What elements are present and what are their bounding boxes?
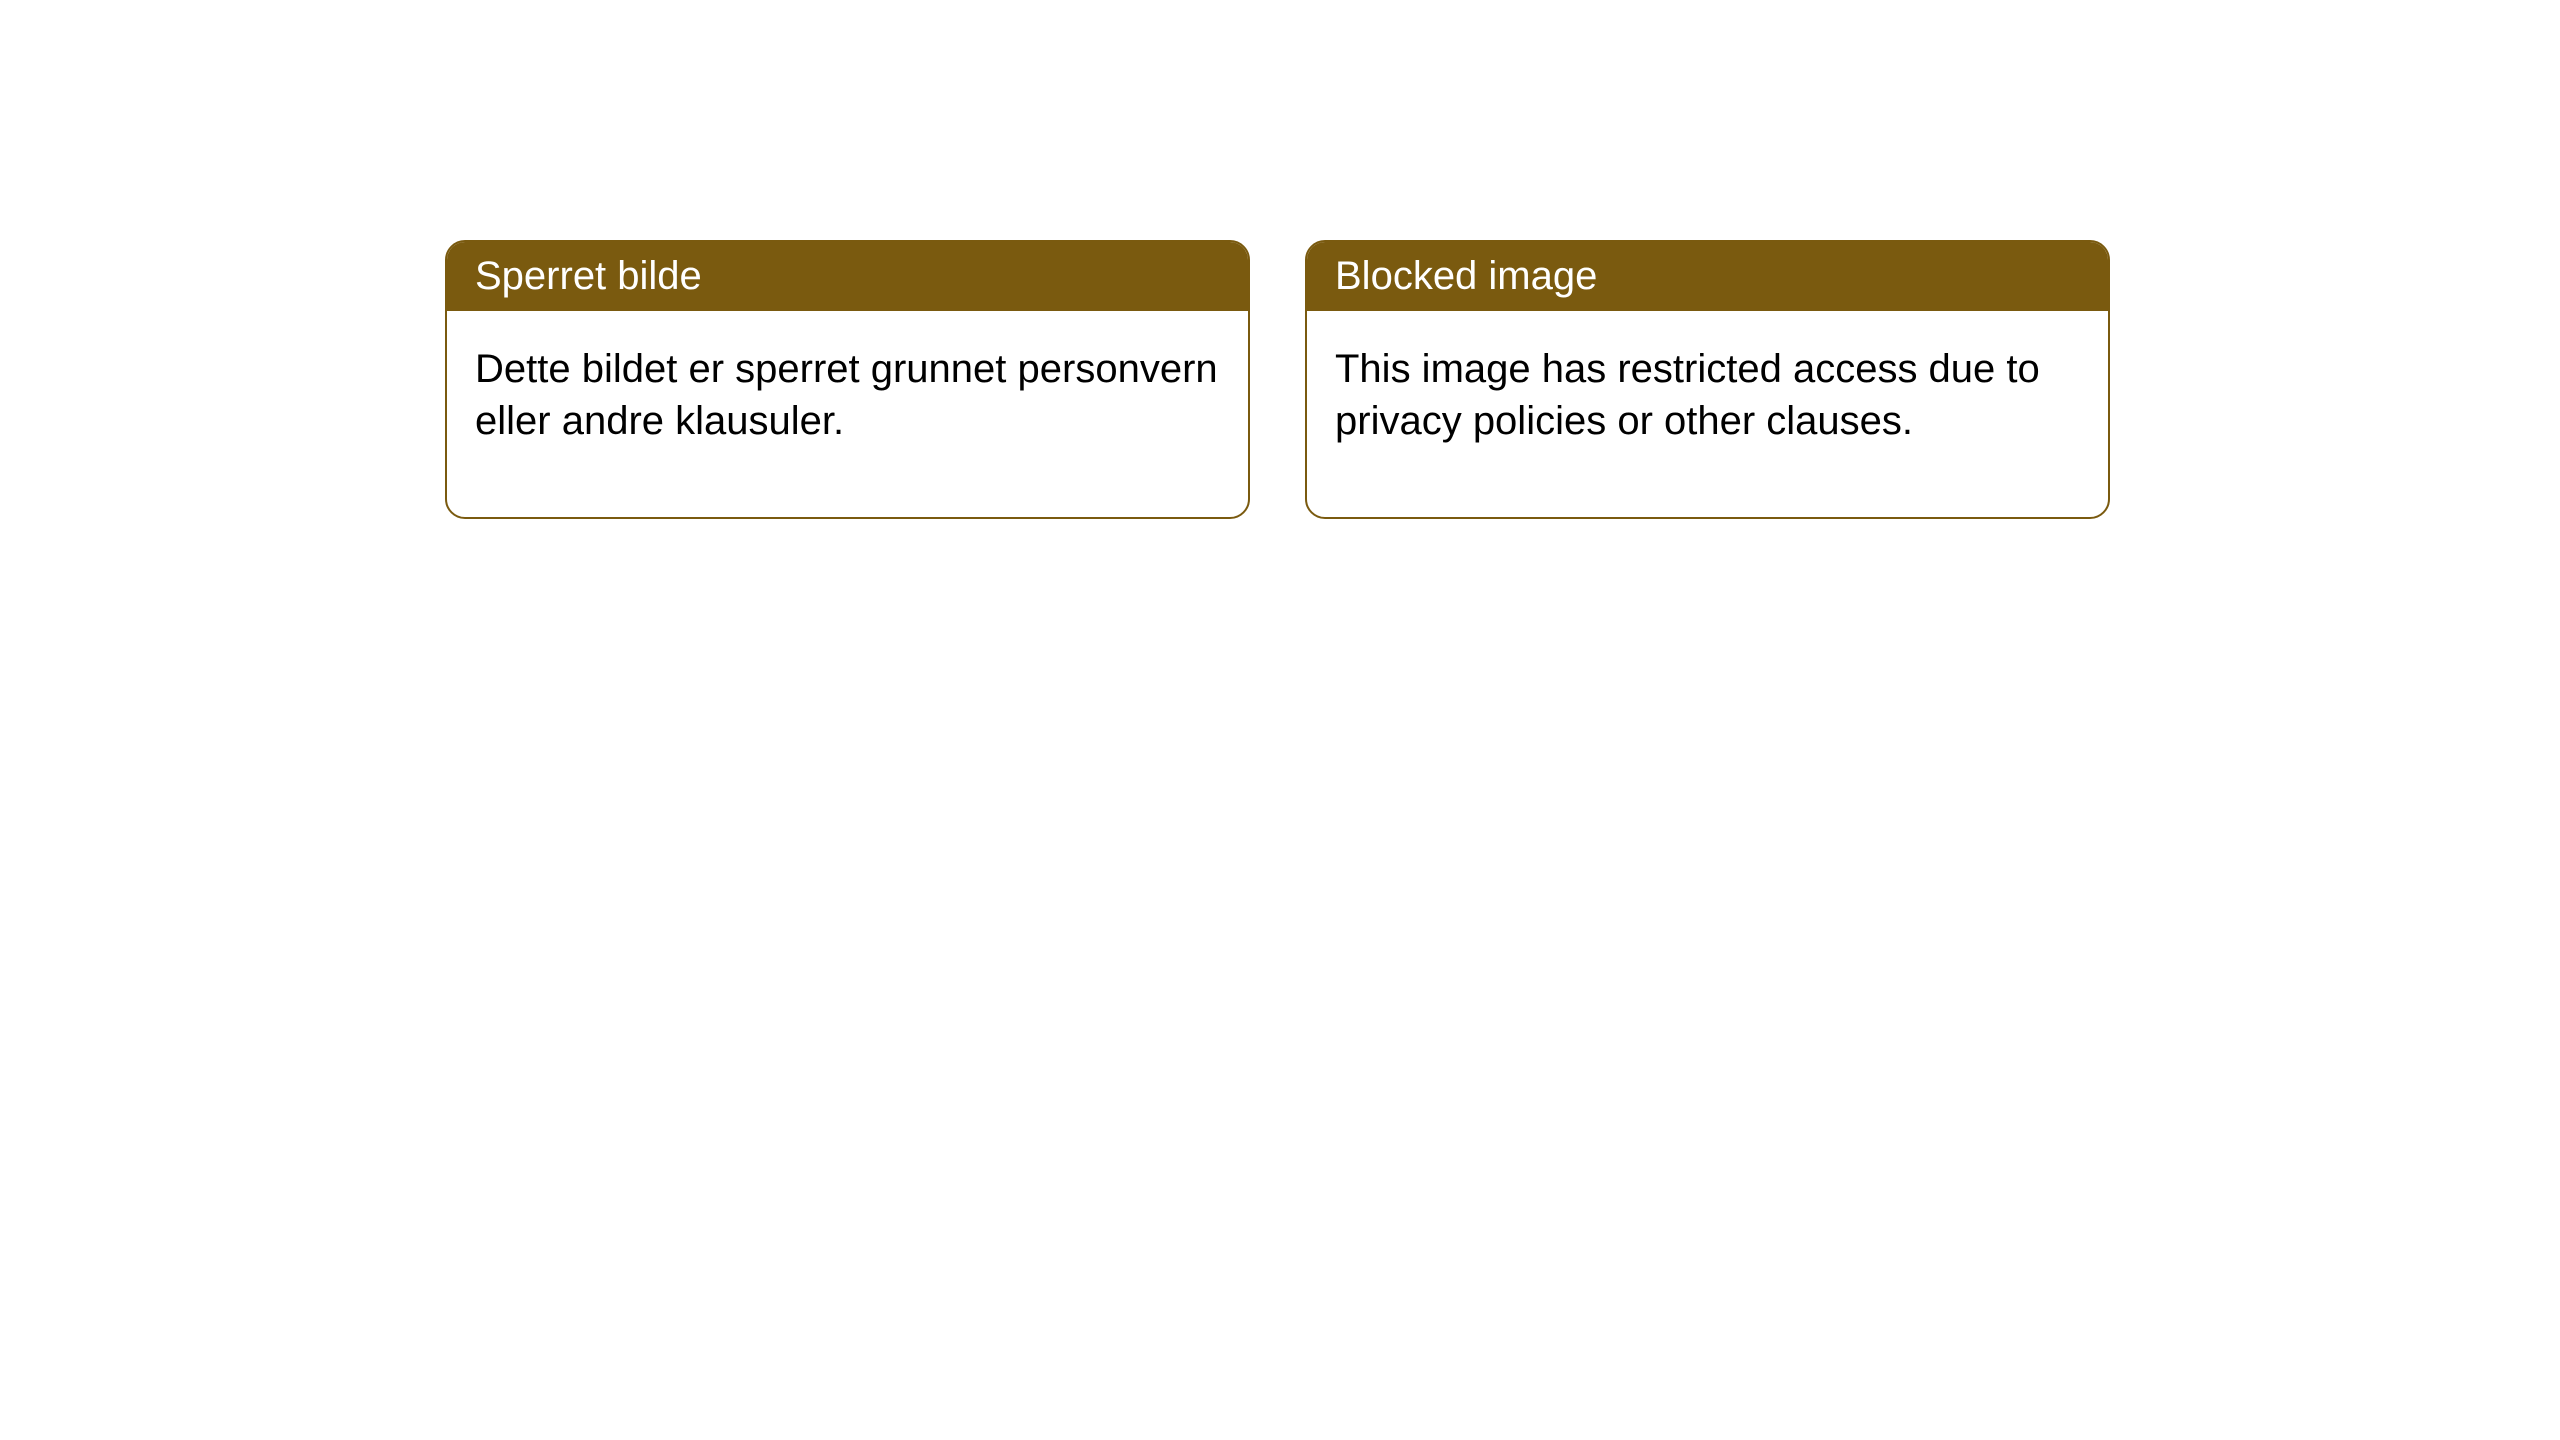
notice-header: Sperret bilde xyxy=(447,242,1248,311)
notice-body: Dette bildet er sperret grunnet personve… xyxy=(447,311,1248,517)
notice-box-norwegian: Sperret bilde Dette bildet er sperret gr… xyxy=(445,240,1250,519)
notice-body: This image has restricted access due to … xyxy=(1307,311,2108,517)
notice-header: Blocked image xyxy=(1307,242,2108,311)
notice-box-english: Blocked image This image has restricted … xyxy=(1305,240,2110,519)
notice-container: Sperret bilde Dette bildet er sperret gr… xyxy=(445,240,2110,519)
